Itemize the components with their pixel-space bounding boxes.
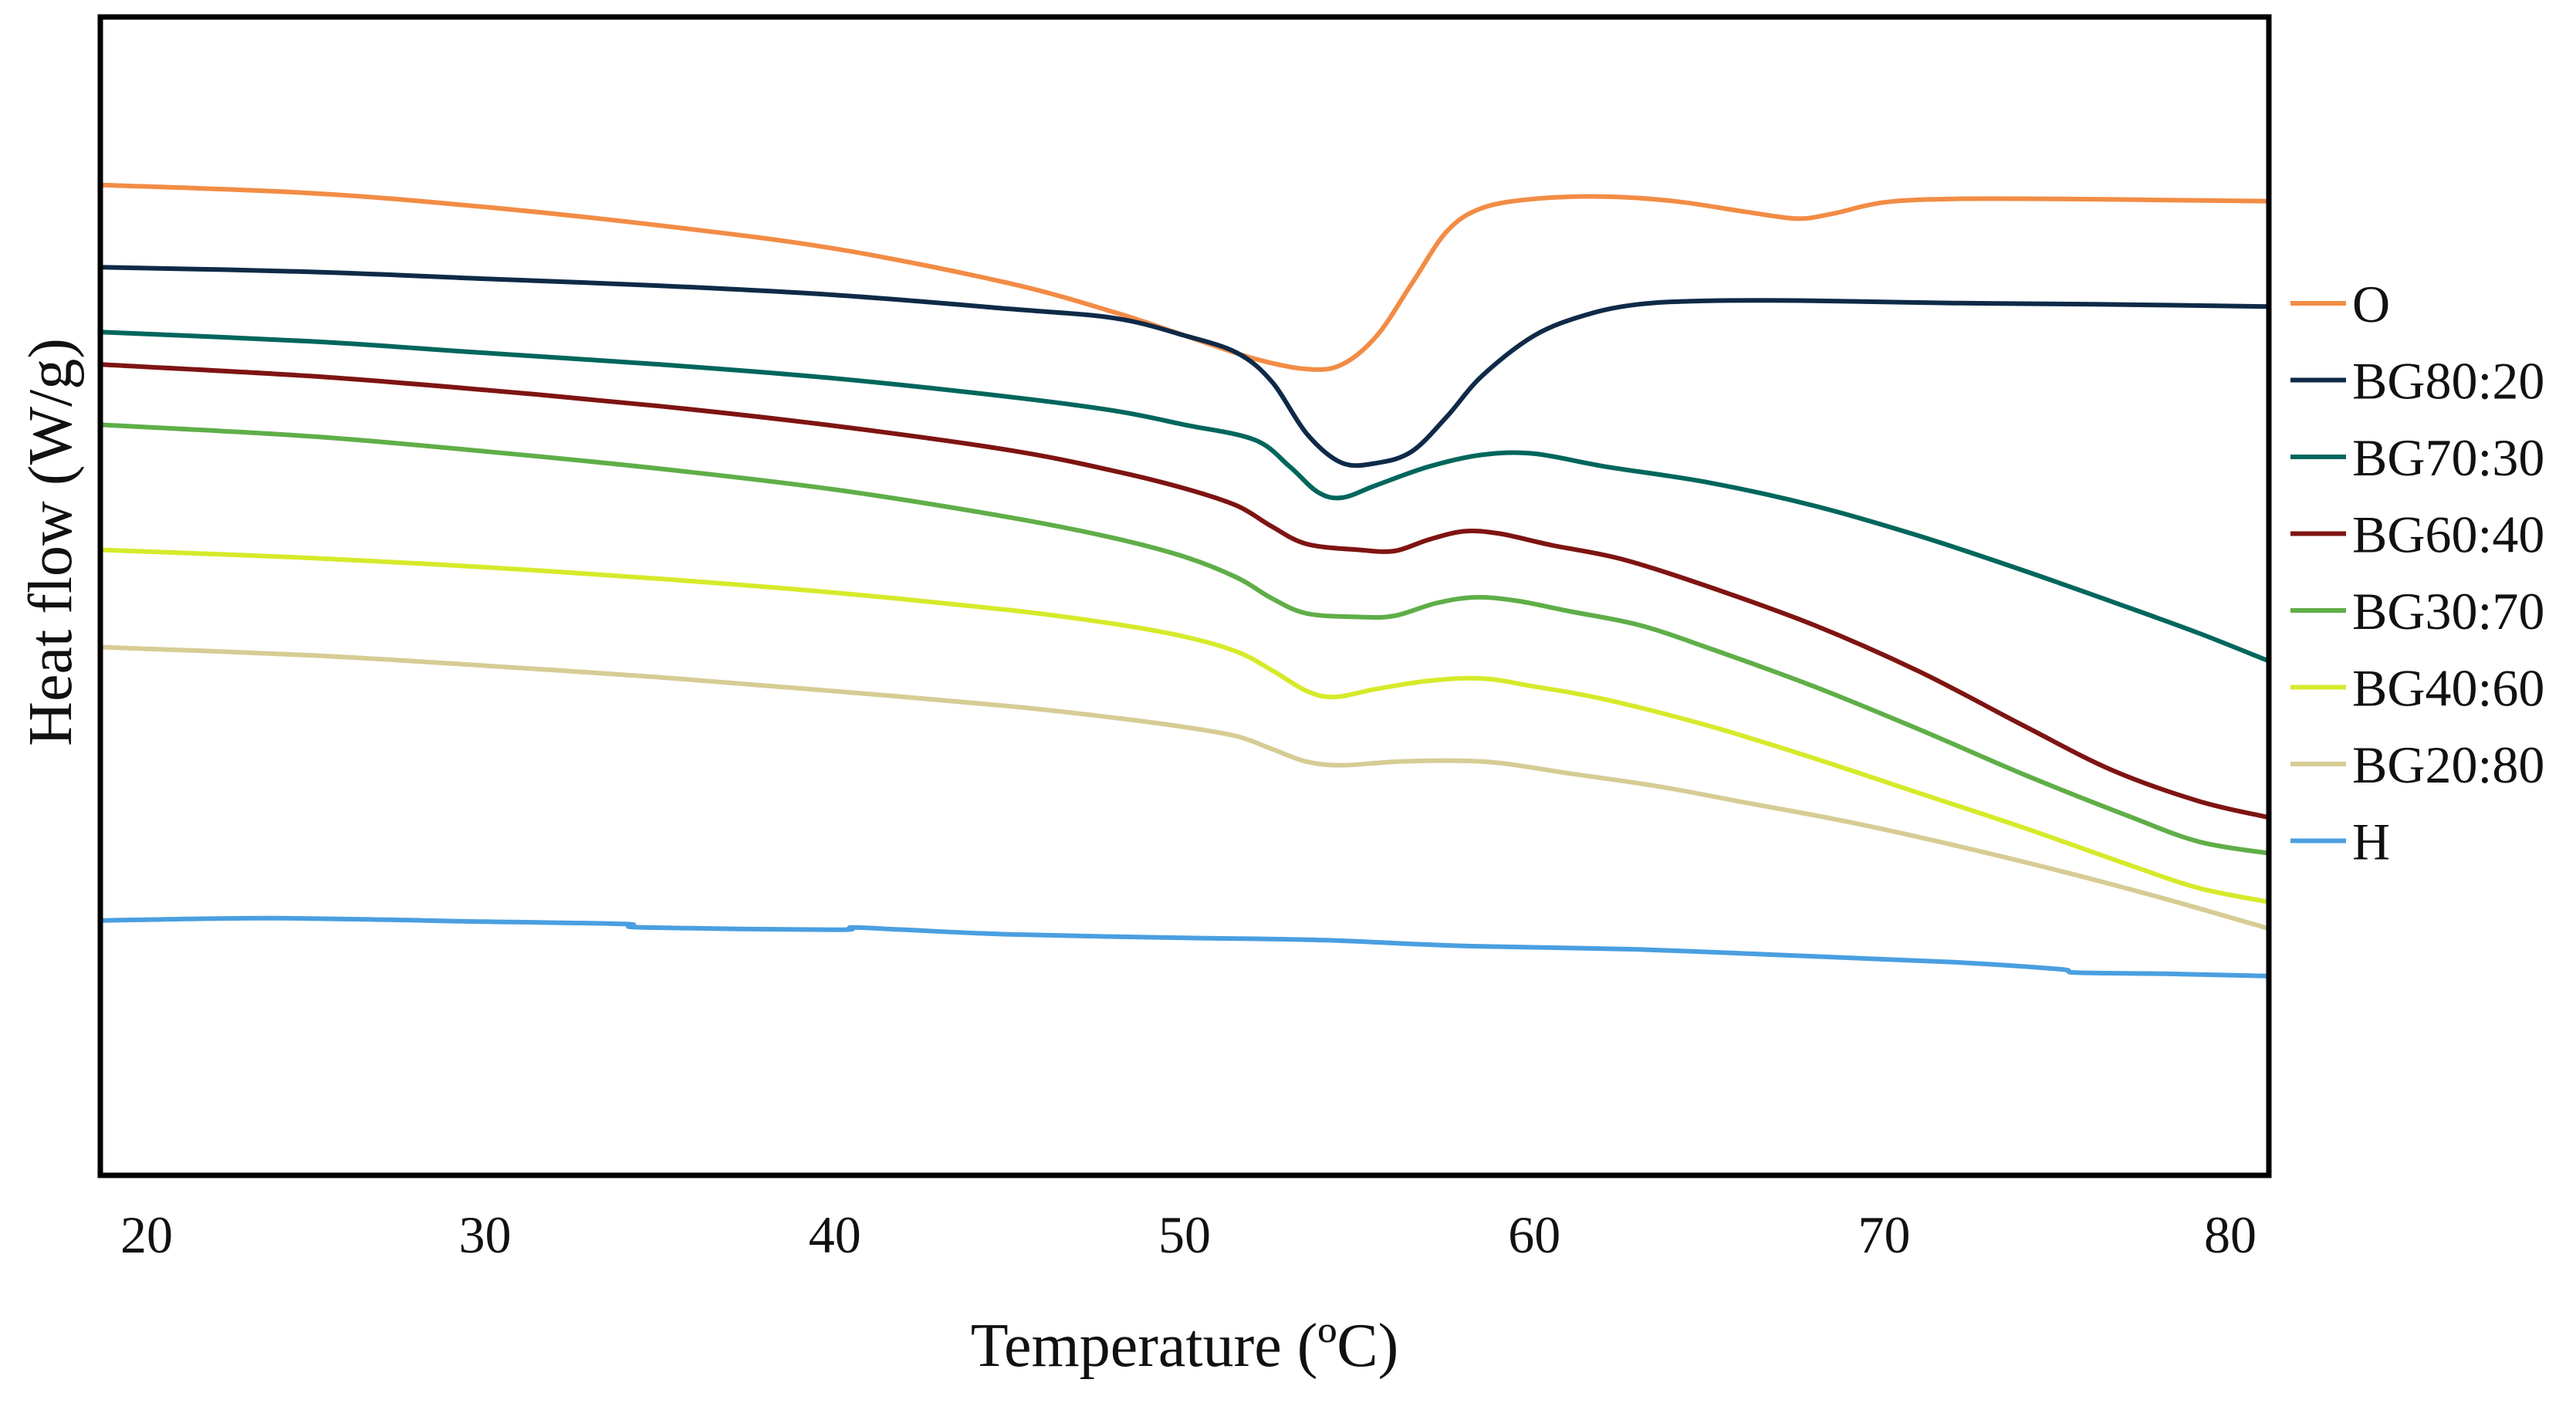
x-tick-label: 40 bbox=[809, 1205, 861, 1264]
series-line-bg80-20 bbox=[98, 265, 2271, 468]
series-line-h bbox=[98, 915, 2271, 979]
legend-label: BG80:20 bbox=[2352, 352, 2544, 411]
series-line-bg70-30 bbox=[98, 330, 2271, 664]
plot-frame bbox=[97, 14, 2272, 1178]
series-line-o bbox=[98, 182, 2271, 372]
series-line-bg40-60 bbox=[98, 547, 2271, 904]
series-line-bg30-70 bbox=[98, 422, 2271, 856]
legend-label: BG60:40 bbox=[2352, 505, 2544, 564]
y-axis-title: Heat flow (W/g) bbox=[17, 338, 85, 746]
legend-label: BG70:30 bbox=[2352, 428, 2544, 487]
legend-label: BG20:80 bbox=[2352, 735, 2544, 794]
x-tick-label: 80 bbox=[2204, 1205, 2257, 1264]
legend-label: BG30:70 bbox=[2352, 582, 2544, 641]
x-axis-title: Temperature (ºC) bbox=[971, 1312, 1399, 1380]
legend: O BG80:20 BG70:30 BG60:40 BG30:70 BG40:60 BG20… bbox=[2290, 275, 2544, 871]
series-line-bg60-40 bbox=[98, 362, 2271, 820]
x-tick-label: 30 bbox=[459, 1205, 512, 1264]
x-tick-label: 50 bbox=[1158, 1205, 1211, 1264]
legend-label: H bbox=[2352, 813, 2390, 871]
series-line-bg20-80 bbox=[98, 644, 2271, 931]
x-tick-labels: 20 30 40 50 60 70 80 bbox=[120, 1205, 2257, 1264]
x-tick-label: 60 bbox=[1508, 1205, 1560, 1264]
x-tick-label: 70 bbox=[1858, 1205, 1910, 1264]
legend-label: O bbox=[2352, 275, 2390, 333]
x-tick-label: 20 bbox=[120, 1205, 173, 1264]
plot-area bbox=[98, 182, 2271, 979]
legend-label: BG40:60 bbox=[2352, 659, 2544, 718]
